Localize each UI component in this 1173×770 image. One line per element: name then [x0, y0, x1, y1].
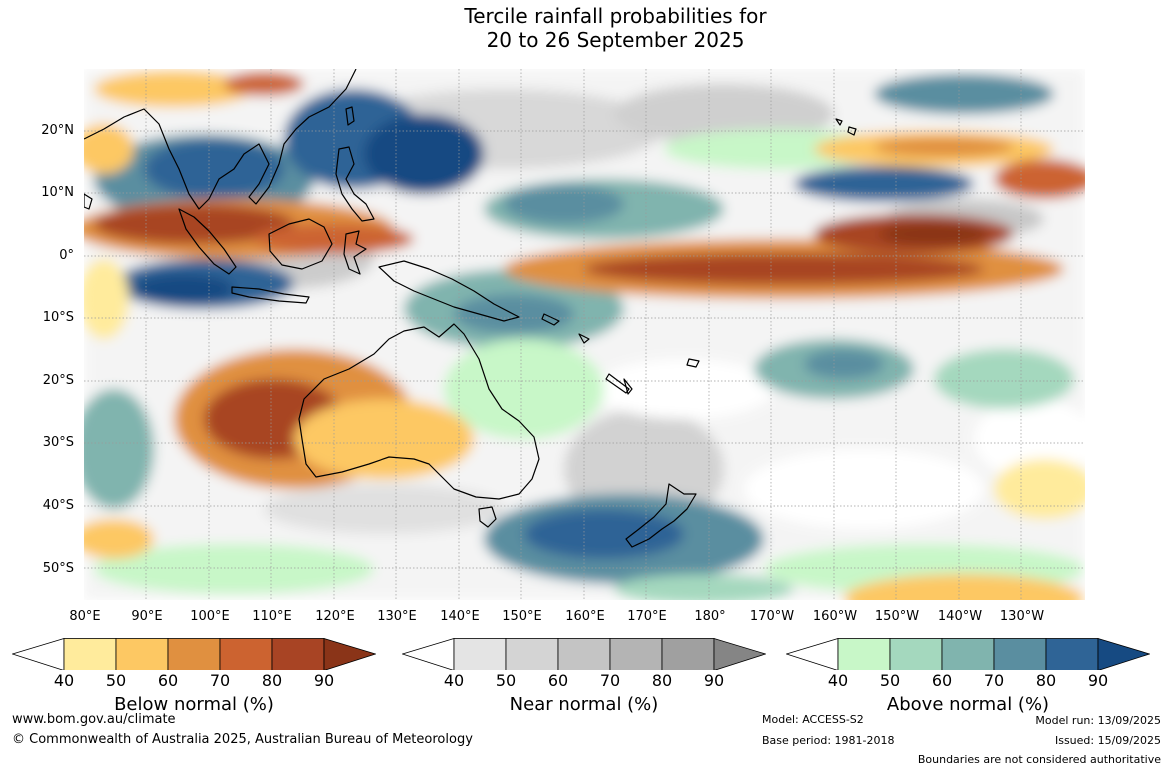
legend-caption-above: Above normal (%) [886, 694, 1050, 715]
lat-label-0: 0° [59, 248, 74, 263]
probability-map [84, 69, 1085, 600]
colorbar-near-normal [402, 638, 766, 670]
lat-label-10s: 10°S [42, 310, 74, 325]
map-title: Tercile rainfall probabilities for 20 to… [0, 4, 1173, 52]
tick-below-70: 70 [209, 671, 231, 690]
lon-label-160w: 160°W [812, 609, 858, 624]
taiwan-coastline [345, 106, 355, 126]
swatch-below-40 [63, 638, 117, 670]
sulawesi-coastline [343, 230, 367, 275]
australia-coastline [298, 323, 540, 500]
tick-below-50: 50 [105, 671, 127, 690]
lon-label-160e: 160°E [565, 609, 605, 624]
lat-label-30s: 30°S [42, 435, 74, 450]
lon-label-140w: 140°W [937, 609, 983, 624]
swatch-above-50 [889, 638, 943, 670]
title-line-1: Tercile rainfall probabilities for [464, 4, 767, 28]
colorbar-below-normal [12, 638, 376, 670]
tick-above-80: 80 [1035, 671, 1057, 690]
tick-near-50: 50 [495, 671, 517, 690]
legend-near-normal: 40 50 60 70 80 90 Near normal (%) [402, 638, 766, 720]
tick-above-60: 60 [931, 671, 953, 690]
swatch-near-90 [713, 638, 766, 670]
lon-label-120e: 120°E [315, 609, 355, 624]
java-coastline [231, 286, 310, 304]
swatch-above-40 [837, 638, 891, 670]
philippines-coastline [335, 146, 375, 222]
coastlines [84, 69, 857, 548]
tick-near-80: 80 [651, 671, 673, 690]
footer-model: Model: ACCESS-S2 [762, 713, 864, 726]
tick-above-50: 50 [879, 671, 901, 690]
footer-boundaries-note: Boundaries are not considered authoritat… [917, 753, 1161, 766]
lon-label-150e: 150°E [502, 609, 542, 624]
swatch-below-60 [167, 638, 221, 670]
tick-below-40: 40 [53, 671, 75, 690]
swatch-below-50 [115, 638, 169, 670]
tick-near-60: 60 [547, 671, 569, 690]
map-canvas [84, 69, 1085, 600]
tick-near-70: 70 [599, 671, 621, 690]
lat-label-50s: 50°S [42, 561, 74, 576]
sri-lanka-coastline [84, 193, 93, 210]
tick-below-60: 60 [157, 671, 179, 690]
legend-caption-below: Below normal (%) [114, 694, 274, 715]
lat-label-10n: 10°N [41, 185, 74, 200]
borneo-coastline [268, 218, 333, 270]
lat-label-40s: 40°S [42, 498, 74, 513]
graticule [84, 69, 1085, 600]
swatch-near-50 [505, 638, 559, 670]
lon-label-150w: 150°W [874, 609, 920, 624]
swatch-above-80 [1045, 638, 1099, 670]
lat-label-20s: 20°S [42, 373, 74, 388]
footer-copyright: © Commonwealth of Australia 2025, Austra… [12, 732, 473, 747]
footer-url[interactable]: www.bom.gov.au/climate [12, 712, 176, 727]
footer-model-run: Model run: 13/09/2025 [1035, 714, 1161, 727]
title-line-2: 20 to 26 September 2025 [486, 28, 745, 52]
tick-above-90: 90 [1087, 671, 1109, 690]
sumatra-coastline [178, 208, 237, 275]
swatch-above-90 [1097, 638, 1150, 670]
swatch-near-60 [557, 638, 611, 670]
swatch-above-70 [993, 638, 1047, 670]
swatch-near-70 [609, 638, 663, 670]
lat-label-20n: 20°N [41, 123, 74, 138]
swatch-near-40 [453, 638, 507, 670]
colorbar-above-normal [786, 638, 1150, 670]
footer-issued: Issued: 15/09/2025 [1054, 734, 1161, 747]
tick-above-70: 70 [983, 671, 1005, 690]
legend-below-normal: 40 50 60 70 80 90 Below normal (%) [12, 638, 376, 720]
swatch-below-90 [323, 638, 376, 670]
tick-near-40: 40 [443, 671, 465, 690]
tick-below-80: 80 [261, 671, 283, 690]
lon-label-80e: 80°E [69, 609, 101, 624]
swatch-above-60 [941, 638, 995, 670]
lon-label-180: 180° [694, 609, 726, 624]
lon-label-130e: 130°E [377, 609, 417, 624]
lon-label-140e: 140°E [440, 609, 480, 624]
tick-above-40: 40 [827, 671, 849, 690]
lon-label-170w: 170°W [749, 609, 795, 624]
probability-fields [84, 69, 1085, 600]
footer-base-period: Base period: 1981-2018 [762, 734, 895, 747]
swatch-below-80 [271, 638, 325, 670]
legend-above-normal: 40 50 60 70 80 90 Above normal (%) [786, 638, 1150, 720]
lon-label-130w: 130°W [999, 609, 1045, 624]
lon-label-100e: 100°E [190, 609, 230, 624]
swatch-below-70 [219, 638, 273, 670]
tasmania-coastline [478, 506, 497, 528]
new-zealand-coastline [625, 483, 697, 548]
tick-near-90: 90 [703, 671, 725, 690]
legend-caption-near: Near normal (%) [509, 694, 659, 715]
asia-coastline [84, 69, 357, 210]
lon-label-110e: 110°E [252, 609, 292, 624]
tick-below-90: 90 [313, 671, 335, 690]
swatch-near-80 [661, 638, 715, 670]
new-guinea-coastline [378, 260, 520, 322]
lon-label-170e: 170°E [627, 609, 667, 624]
lon-label-90e: 90°E [131, 609, 163, 624]
